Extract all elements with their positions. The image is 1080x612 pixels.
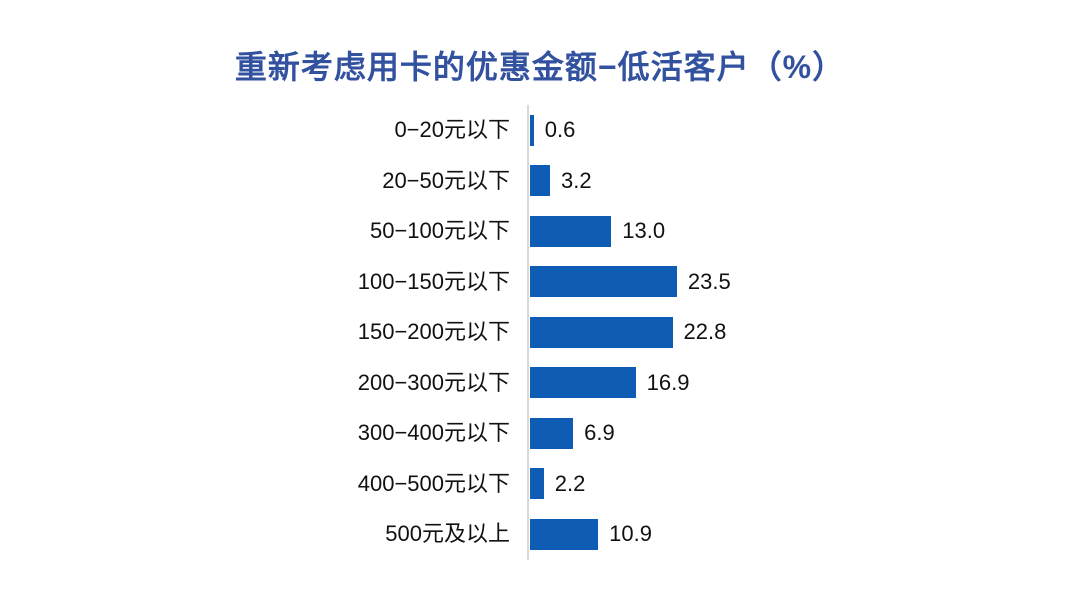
category-label: 0−20元以下 (394, 117, 510, 143)
value-label: 6.9 (584, 420, 615, 446)
category-label: 20−50元以下 (382, 167, 510, 193)
bar-row: 20−50元以下 3.2 (0, 156, 1080, 207)
bar (530, 417, 574, 449)
category-label: 500元及以上 (385, 521, 510, 547)
bar-track: 10.9 (530, 509, 652, 560)
category-label: 100−150元以下 (357, 268, 510, 294)
bar-row: 400−500元以下 2.2 (0, 459, 1080, 510)
bar-chart: 0−20元以下 0.6 20−50元以下 3.2 50−100元以下 13.0 … (0, 105, 1080, 565)
bar-row: 300−400元以下 6.9 (0, 408, 1080, 459)
category-label: 150−200元以下 (357, 319, 510, 345)
category-label: 200−300元以下 (357, 369, 510, 395)
bar-track: 13.0 (530, 206, 665, 257)
bar-track: 23.5 (530, 257, 731, 308)
bar-track: 0.6 (530, 105, 575, 156)
bar (530, 518, 599, 550)
bar (530, 367, 636, 399)
value-label: 0.6 (544, 117, 576, 143)
category-label: 50−100元以下 (369, 218, 510, 244)
value-label: 2.2 (554, 470, 586, 496)
bar (530, 266, 677, 298)
value-label: 16.9 (646, 369, 690, 395)
bar (530, 215, 612, 247)
value-label: 22.8 (683, 319, 727, 345)
bar-row: 50−100元以下 13.0 (0, 206, 1080, 257)
bar (530, 316, 673, 348)
bar (530, 114, 534, 146)
y-axis-line (527, 105, 529, 560)
bar (530, 468, 544, 500)
category-label: 300−400元以下 (357, 420, 510, 446)
bar-row: 100−150元以下 23.5 (0, 257, 1080, 308)
value-label: 3.2 (561, 167, 592, 193)
bar (530, 165, 550, 197)
bar-track: 22.8 (530, 307, 726, 358)
bar-track: 16.9 (530, 358, 689, 409)
bar-track: 3.2 (530, 156, 592, 207)
bar-row: 0−20元以下 0.6 (0, 105, 1080, 156)
value-label: 13.0 (622, 218, 666, 244)
bar-row: 150−200元以下 22.8 (0, 307, 1080, 358)
bar-track: 2.2 (530, 459, 585, 510)
value-label: 23.5 (687, 268, 731, 294)
bar-row: 200−300元以下 16.9 (0, 358, 1080, 409)
bar-rows: 0−20元以下 0.6 20−50元以下 3.2 50−100元以下 13.0 … (0, 105, 1080, 560)
value-label: 10.9 (609, 521, 652, 547)
category-label: 400−500元以下 (357, 470, 510, 496)
bar-track: 6.9 (530, 408, 615, 459)
chart-title: 重新考虑用卡的优惠金额−低活客户（%） (234, 49, 846, 85)
bar-row: 500元及以上 10.9 (0, 509, 1080, 560)
